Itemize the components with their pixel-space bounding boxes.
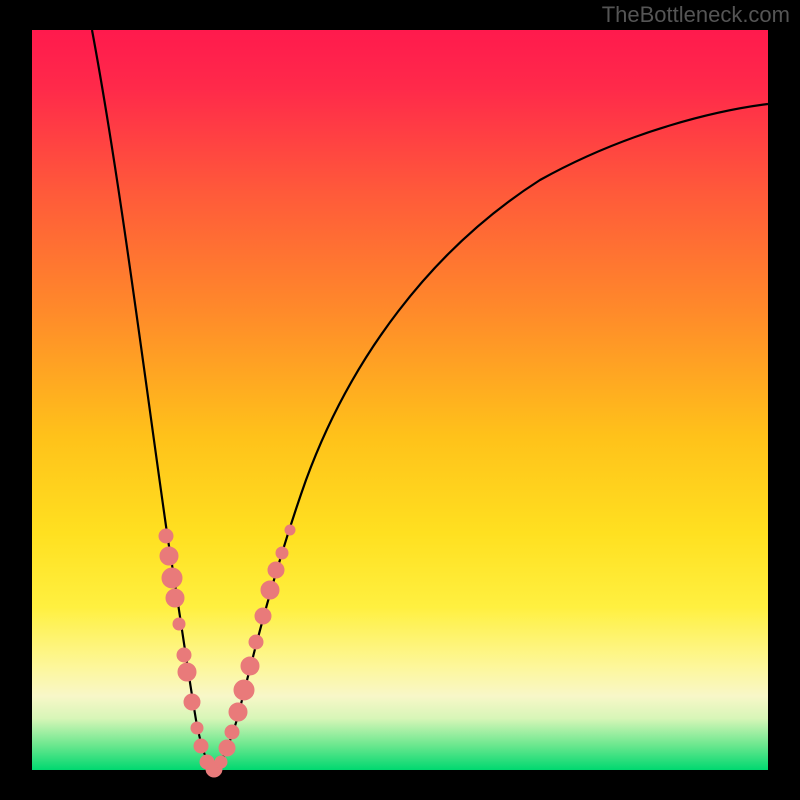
marker-point [191, 722, 203, 734]
marker-point [166, 589, 184, 607]
marker-point [241, 657, 259, 675]
bottleneck-curve [92, 30, 768, 769]
curve-markers [159, 525, 295, 777]
chart-svg [0, 0, 800, 800]
marker-point [234, 680, 254, 700]
marker-point [159, 529, 173, 543]
marker-point [178, 663, 196, 681]
marker-point [219, 740, 235, 756]
marker-point [184, 694, 200, 710]
marker-point [173, 618, 185, 630]
marker-point [162, 568, 182, 588]
marker-point [229, 703, 247, 721]
marker-point [285, 525, 295, 535]
marker-point [177, 648, 191, 662]
chart-container: TheBottleneck.com [0, 0, 800, 800]
marker-point [255, 608, 271, 624]
marker-point [160, 547, 178, 565]
marker-point [249, 635, 263, 649]
marker-point [194, 739, 208, 753]
marker-point [261, 581, 279, 599]
marker-point [225, 725, 239, 739]
watermark-text: TheBottleneck.com [602, 2, 790, 28]
marker-point [215, 756, 227, 768]
marker-point [276, 547, 288, 559]
marker-point [268, 562, 284, 578]
